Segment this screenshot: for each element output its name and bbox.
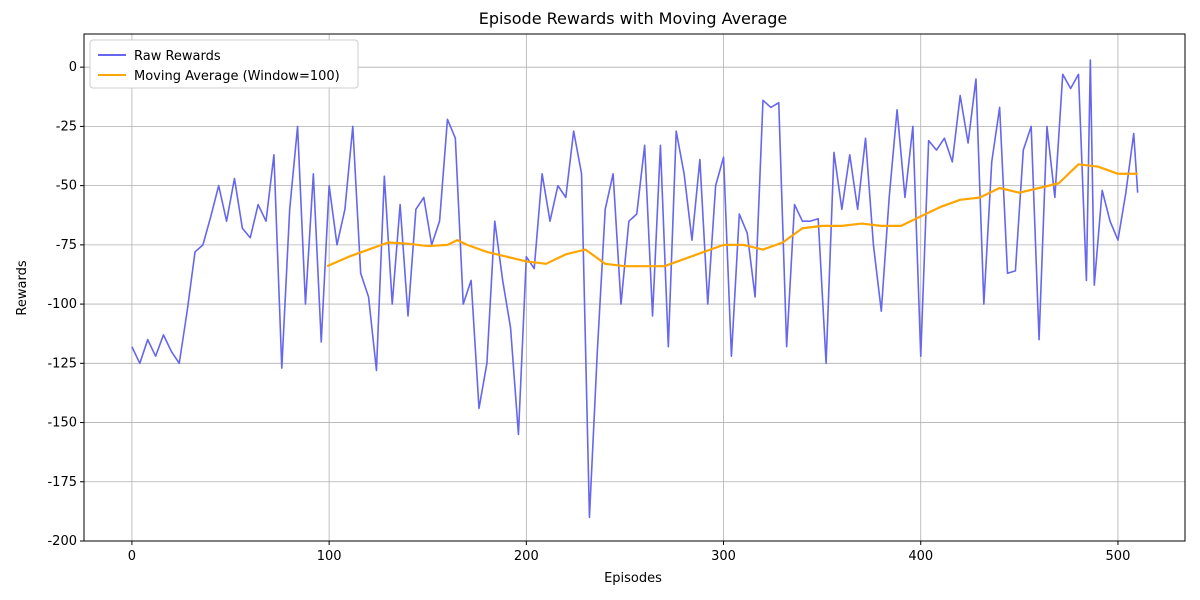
legend-label: Moving Average (Window=100) <box>134 69 340 84</box>
series-line <box>131 59 1139 519</box>
legend-label: Raw Rewards <box>134 49 221 64</box>
y-tick-label: -200 <box>47 534 77 549</box>
y-tick-label: -175 <box>47 475 77 490</box>
x-tick-label: 500 <box>1106 549 1131 564</box>
y-axis-label: Rewards <box>15 260 30 315</box>
y-tick-label: 0 <box>69 60 77 75</box>
chart-title: Episode Rewards with Moving Average <box>479 9 788 28</box>
x-tick-label: 300 <box>711 549 736 564</box>
x-tick-label: 200 <box>514 549 539 564</box>
x-axis-label: Episodes <box>604 571 662 586</box>
y-tick-label: -100 <box>47 297 77 312</box>
x-tick-label: 400 <box>908 549 933 564</box>
x-tick-label: 0 <box>128 549 136 564</box>
y-tick-label: -75 <box>56 238 77 253</box>
y-tick-label: -50 <box>56 179 77 194</box>
legend: Raw Rewards Moving Average (Window=100) <box>89 39 359 89</box>
x-tick-label: 100 <box>317 549 342 564</box>
y-tick-label: -25 <box>56 119 77 134</box>
y-tick-label: -150 <box>47 416 77 431</box>
y-tick-label: -125 <box>47 356 77 371</box>
legend-box <box>89 39 359 89</box>
series-line <box>326 163 1138 268</box>
plot-frame <box>83 33 1186 542</box>
